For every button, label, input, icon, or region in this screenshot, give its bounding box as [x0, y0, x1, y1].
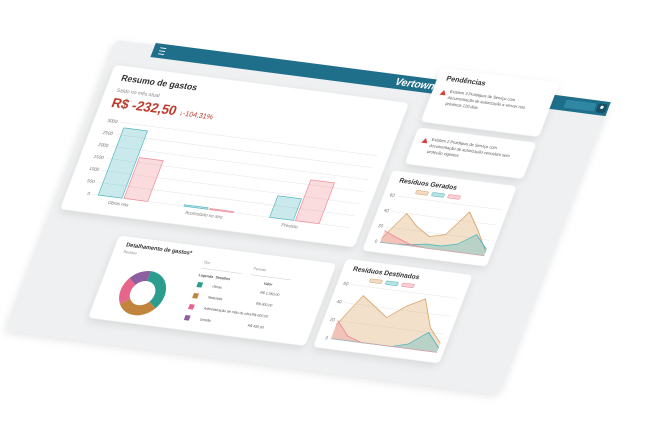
bar: [123, 157, 164, 202]
row-label: Obras: [212, 284, 223, 289]
bar: [183, 204, 209, 210]
alert-icon: [439, 89, 446, 96]
pending-text: próximos 120 dias: [445, 101, 479, 110]
y-tick-label: 20: [377, 223, 384, 229]
table-header: Legenda: [198, 273, 215, 279]
legend-chip: [369, 278, 383, 284]
row-value: R$ 900,00: [255, 302, 273, 308]
brand: Vertown: [393, 77, 436, 93]
area-fill: [330, 295, 441, 353]
legend-swatch: [187, 304, 195, 310]
y-tick-label: 20: [329, 317, 336, 323]
y-tick-label: 40: [383, 208, 390, 214]
grid-line: [111, 146, 369, 181]
generated-card: [363, 170, 516, 266]
y-tick-label: 1000: [88, 166, 100, 172]
filter-label: Período: [253, 267, 267, 272]
row-label: Gestão: [199, 317, 212, 322]
area-fill: [330, 332, 439, 353]
table-header: Valor: [263, 282, 274, 287]
y-tick-label: 2000: [97, 142, 109, 148]
x-axis: [380, 241, 485, 256]
menu-line: [160, 47, 167, 49]
grid-line: [106, 158, 364, 193]
x-tick-label: Previsto: [281, 222, 299, 229]
row-label: Materiais: [207, 295, 223, 301]
balance-change: ↓-104,31%: [178, 108, 215, 121]
grid-line: [397, 195, 502, 210]
x-axis: [330, 338, 438, 353]
y-tick-label: 40: [336, 299, 343, 305]
bar: [209, 208, 235, 213]
details-card: [89, 236, 336, 346]
grid-line: [391, 211, 496, 226]
filter-underline: [201, 267, 242, 274]
row-value: R$ 1.050,00: [260, 291, 280, 297]
grid-line: [385, 226, 491, 241]
y-tick-label: 0: [87, 191, 92, 196]
donut-slice: [129, 270, 151, 285]
row-value: R$ 450,00: [247, 324, 265, 330]
y-tick-label: 3000: [107, 118, 119, 124]
y-tick-label: 2500: [102, 130, 114, 136]
area-line: [380, 234, 487, 250]
legend-chip: [401, 282, 415, 289]
area-line: [335, 294, 441, 344]
bar: [269, 195, 303, 221]
table-header: Detalhes: [215, 275, 231, 281]
bar: [97, 127, 149, 199]
y-tick-label: 500: [86, 178, 96, 184]
menu-line: [158, 50, 166, 52]
grid-line: [102, 170, 360, 205]
pending-card: [406, 128, 536, 179]
legend-swatch: [192, 293, 200, 299]
filter-label: Tipo: [203, 260, 211, 265]
user-box[interactable]: [564, 99, 597, 112]
legend-swatch: [196, 282, 204, 288]
y-tick-label: 60: [389, 192, 396, 198]
donut-slice: [119, 298, 156, 316]
x-tick-label: Acumulado no ano: [184, 210, 224, 220]
legend-swatch: [183, 315, 191, 321]
donut-slice: [119, 277, 136, 304]
pending-card: [422, 68, 559, 137]
menu-line: [157, 53, 165, 55]
row-value: R$ 600,00: [251, 313, 269, 319]
y-tick-label: 60: [343, 281, 350, 287]
grid-line: [351, 284, 458, 299]
card-subtitle: Resíduo: [123, 250, 137, 256]
legend-chip: [447, 194, 461, 200]
legend-chip: [431, 192, 445, 198]
y-tick-label: 1500: [93, 154, 105, 160]
area-line: [381, 211, 487, 253]
legend-chip: [385, 280, 399, 286]
row-label: Administração de mão de obra: [203, 306, 253, 316]
donut-slice: [147, 271, 167, 309]
grid-line: [120, 122, 378, 157]
menu-icon[interactable]: [157, 47, 167, 55]
balance-label: Saldo no mês atual: [116, 88, 161, 99]
grid-line: [115, 134, 373, 169]
grid-line: [97, 182, 355, 217]
area-fill: [380, 230, 485, 256]
grid-line: [337, 320, 444, 335]
filter-underline: [251, 274, 292, 281]
y-tick-label: 0: [374, 239, 379, 244]
alert-icon: [421, 137, 428, 144]
pending-text: proteção vigentes: [426, 149, 459, 158]
avatar-icon: [600, 105, 604, 109]
y-tick-label: 0: [325, 335, 330, 340]
x-tick-label: Obras nas: [107, 200, 130, 208]
bar: [294, 179, 336, 225]
grid-line: [344, 302, 451, 317]
legend-chip: [415, 190, 429, 196]
